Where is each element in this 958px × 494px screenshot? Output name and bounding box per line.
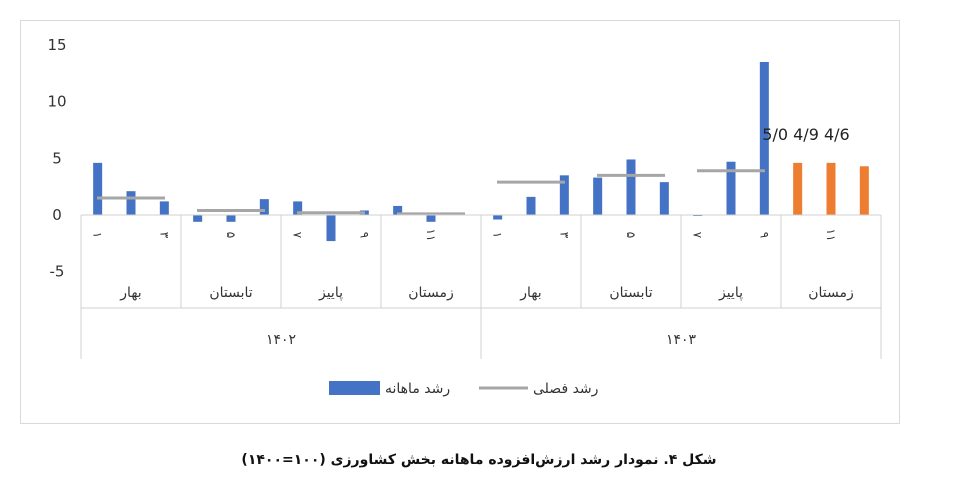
monthly-growth-bar [126, 191, 136, 215]
forecast-annotation: 5/0 4/9 4/6 [762, 125, 849, 144]
year-label: ۱۴۰۲ [266, 332, 296, 348]
monthly-growth-bar [593, 177, 603, 215]
month-label: ۱۱ [424, 229, 438, 242]
month-label: ۱۱ [824, 229, 838, 242]
monthly-growth-bar [493, 215, 503, 220]
month-label: ۷ [691, 232, 705, 239]
chart: 15 10 5 0 -5 ۱ ۳ بهار ۵ تابستان ۷ ۹ پاییز ۱۱ زمستان ۱ ۳… [47, 36, 882, 397]
season-label: تابستان [209, 285, 252, 301]
chart-frame: 15 10 5 0 -5 ۱ ۳ بهار ۵ تابستان ۷ ۹ پاییز ۱۱ زمستان ۱ ۳… [20, 20, 900, 424]
monthly-growth-bar [426, 215, 436, 222]
year-label: ۱۴۰۳ [666, 332, 697, 348]
monthly-growth-bar [726, 161, 736, 215]
month-label: ۱ [91, 232, 105, 238]
month-label: ۷ [291, 232, 305, 239]
monthly-growth-bar [226, 215, 236, 222]
season-label: پاییز [718, 285, 743, 301]
monthly-growth-bar [293, 201, 303, 215]
monthly-growth-bar [259, 199, 269, 215]
monthly-growth-bar [159, 201, 169, 215]
y-tick-label: 0 [52, 206, 62, 224]
month-label: ۳ [157, 232, 171, 239]
y-tick-label: -5 [50, 263, 65, 281]
season-label: بهار [119, 285, 141, 301]
monthly-growth-bar [793, 162, 803, 215]
legend-monthly-label: رشد ماهانه [385, 381, 450, 397]
month-label: ۱ [491, 232, 505, 238]
monthly-growth-bar [93, 162, 103, 215]
figure-caption: شکل ۴. نمودار رشد ارزش‌افزوده ماهانه بخش… [241, 452, 717, 468]
y-tick-label: 5 [52, 149, 62, 167]
month-label: ۵ [224, 232, 238, 238]
monthly-growth-bar [193, 215, 203, 222]
season-label: تابستان [609, 285, 652, 301]
legend-monthly-swatch [329, 381, 380, 395]
monthly-growth-bar [626, 159, 636, 215]
legend-seasonal-label: رشد فصلی [533, 381, 598, 397]
season-label: پاییز [318, 285, 343, 301]
month-label: ۹ [357, 232, 371, 238]
season-label: زمستان [808, 285, 854, 301]
monthly-growth-bar [559, 175, 569, 215]
monthly-growth-bar [759, 62, 769, 215]
monthly-growth-bar [859, 166, 869, 215]
y-tick-label: 10 [47, 93, 66, 111]
y-tick-label: 15 [47, 36, 66, 54]
month-label: ۵ [624, 232, 638, 238]
monthly-growth-bar [826, 162, 836, 215]
monthly-growth-bar [526, 196, 536, 215]
monthly-growth-bar [393, 205, 403, 215]
month-label: ۳ [557, 232, 571, 239]
monthly-growth-bar [659, 182, 669, 215]
month-label: ۹ [757, 232, 771, 238]
season-label: بهار [519, 285, 541, 301]
legend: رشد ماهانه رشد فصلی [329, 381, 598, 397]
monthly-growth-bar [326, 215, 336, 242]
season-label: زمستان [408, 285, 454, 301]
